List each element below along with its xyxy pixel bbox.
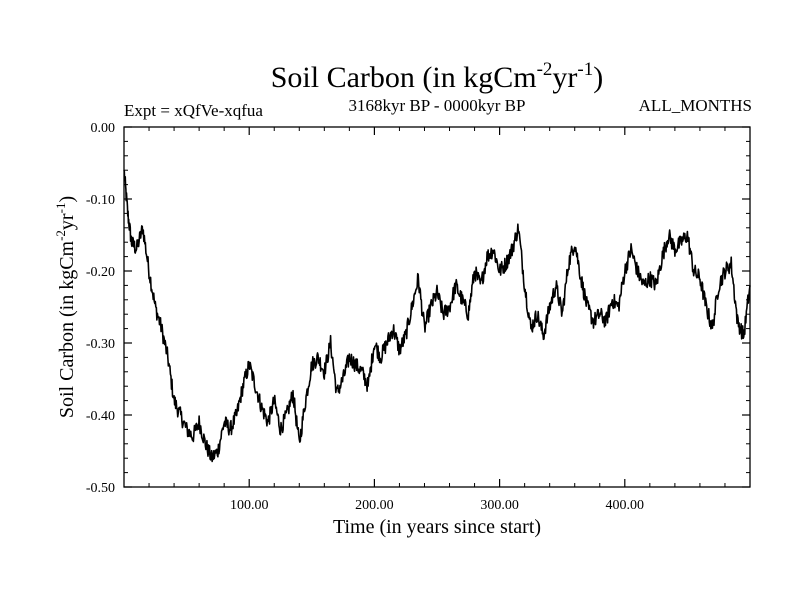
y-tick-label: -0.10 <box>86 193 115 208</box>
chart-title-exponent-1: -2 <box>537 59 553 80</box>
subtitle-experiment: Expt = xQfVe-xqfua <box>124 101 263 120</box>
y-tick-label: -0.20 <box>86 265 115 280</box>
y-tick-label: -0.30 <box>86 337 115 352</box>
x-axis-ticks: 100.00 200.00 300.00 400.00 <box>148 127 726 513</box>
chart-title-mid: yr <box>552 61 577 94</box>
chart-title-main: Soil Carbon (in kgCm <box>271 61 537 94</box>
y-tick-label: 0.00 <box>91 121 116 136</box>
y-axis-label-exponent-1: -2 <box>53 230 68 241</box>
subtitle-time-range: 3168kyr BP - 0000kyr BP <box>349 96 526 115</box>
x-tick-label: 400.00 <box>606 498 645 513</box>
x-tick-label: 300.00 <box>480 498 519 513</box>
x-axis-label: Time (in years since start) <box>333 516 541 538</box>
chart-title-exponent-2: -1 <box>577 59 593 80</box>
y-axis-label-exponent-2: -1 <box>53 203 68 214</box>
y-tick-label: -0.50 <box>86 481 115 496</box>
x-tick-label: 200.00 <box>355 498 394 513</box>
y-tick-label: -0.40 <box>86 409 115 424</box>
chart-title-close: ) <box>593 61 603 94</box>
plot-frame <box>123 126 751 488</box>
y-axis-label-close: ) <box>56 196 78 203</box>
subtitle-months: ALL_MONTHS <box>639 96 752 115</box>
y-axis-label-main: Soil Carbon (in kgCm <box>56 240 78 418</box>
y-axis-ticks: 0.00 -0.10 -0.20 -0.30 -0.40 -0.50 <box>86 121 750 496</box>
x-tick-label: 100.00 <box>230 498 269 513</box>
y-axis-label-mid: yr <box>56 213 78 230</box>
chart-title: Soil Carbon (in kgCm-2yr-1) <box>271 59 604 94</box>
soil-carbon-series-line <box>123 169 751 463</box>
y-axis-label: Soil Carbon (in kgCm-2yr-1) <box>53 196 78 418</box>
